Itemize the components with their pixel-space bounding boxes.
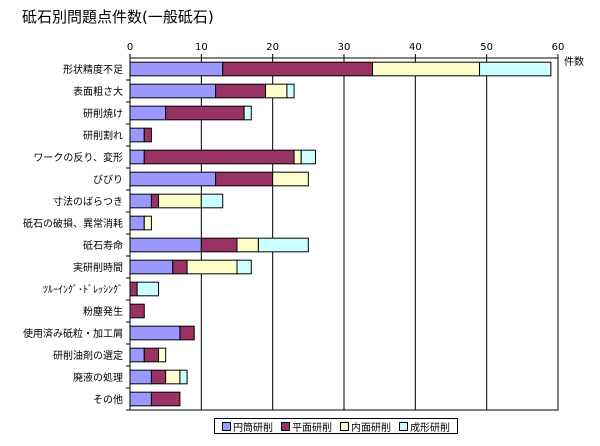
bar-segment bbox=[179, 369, 188, 385]
bar-segment bbox=[129, 61, 224, 77]
bar-segment bbox=[136, 281, 160, 297]
legend-item: 内面研削 bbox=[340, 419, 391, 434]
bar-segment bbox=[143, 149, 295, 165]
bar-segment bbox=[186, 259, 238, 275]
bar-segment bbox=[129, 127, 145, 143]
bar-segment bbox=[129, 215, 145, 231]
bar-segment bbox=[300, 149, 316, 165]
bar-segment bbox=[143, 127, 152, 143]
bar-segment bbox=[129, 325, 181, 341]
legend-item: 平面研削 bbox=[281, 419, 332, 434]
category-label: 研削焼け bbox=[83, 107, 123, 120]
category-label: 廃液の処理 bbox=[73, 371, 123, 384]
legend-item: 成形研削 bbox=[399, 419, 450, 434]
bar-segment bbox=[129, 347, 145, 363]
bar-segment bbox=[243, 105, 252, 121]
legend-swatch bbox=[281, 421, 290, 431]
category-label: 表面粗さ大 bbox=[73, 85, 123, 98]
bar-segment bbox=[165, 105, 245, 121]
x-tick-label: 0 bbox=[127, 42, 133, 53]
bar-segment bbox=[286, 83, 295, 99]
bar-segment bbox=[129, 105, 167, 121]
legend-swatch bbox=[222, 421, 231, 431]
bar-segment bbox=[129, 391, 152, 407]
bar-segment bbox=[372, 61, 481, 77]
unit-label: 件数 bbox=[564, 55, 584, 68]
bar-segment bbox=[179, 325, 195, 341]
x-tick-label: 40 bbox=[409, 42, 422, 53]
bar-segment bbox=[236, 259, 252, 275]
legend: 円筒研削 平面研削 内面研削 成形研削 bbox=[214, 418, 458, 434]
category-label: 研削油剤の選定 bbox=[53, 349, 123, 362]
chart-title: 砥石別問題点件数(一般砥石) bbox=[22, 8, 214, 26]
x-tick-label: 10 bbox=[195, 42, 208, 53]
category-label: 砥石寿命 bbox=[83, 239, 123, 252]
x-tick-label: 60 bbox=[552, 42, 565, 53]
legend-item: 円筒研削 bbox=[222, 419, 273, 434]
category-label: 砥石の破損、異常消耗 bbox=[23, 217, 123, 230]
bar-segment bbox=[129, 303, 145, 319]
labels: 0 10 20 30 40 50 60 件数形状精度不足表面粗さ大研削焼け研削割れワークの反り… bbox=[23, 42, 584, 406]
bar-segment bbox=[129, 259, 174, 275]
category-label: その他 bbox=[93, 393, 123, 406]
bar-segment bbox=[150, 391, 181, 407]
bar-segment bbox=[172, 259, 188, 275]
bar-segment bbox=[215, 83, 267, 99]
bar-segment bbox=[200, 237, 238, 253]
bar-segment bbox=[158, 193, 202, 209]
bar-segment bbox=[129, 369, 152, 385]
bar-segment bbox=[293, 149, 302, 165]
bar-segment bbox=[129, 171, 217, 187]
bar-segment bbox=[222, 61, 374, 77]
x-tick-label: 30 bbox=[338, 42, 351, 53]
legend-label: 成形研削 bbox=[410, 422, 450, 434]
bar-segment bbox=[215, 171, 274, 187]
legend-label: 内面研削 bbox=[351, 422, 391, 434]
category-label: ワークの反り、変形 bbox=[33, 151, 123, 164]
category-label: 使用済み砥粒・加工屑 bbox=[23, 327, 123, 340]
bar-segment bbox=[129, 83, 217, 99]
category-label: 粉塵発生 bbox=[83, 305, 123, 318]
x-tick-label: 50 bbox=[480, 42, 493, 53]
category-label: びびり bbox=[93, 174, 123, 186]
bar-segment bbox=[129, 281, 138, 297]
category-label: 研削割れ bbox=[83, 129, 123, 142]
bar-segment bbox=[150, 193, 160, 209]
bar-segment bbox=[150, 369, 167, 385]
x-tick-label: 20 bbox=[266, 42, 279, 53]
bar-segment bbox=[129, 193, 152, 209]
bar-segment bbox=[143, 215, 152, 231]
legend-swatch bbox=[340, 421, 349, 431]
category-label: 寸法のばらつき bbox=[53, 195, 123, 208]
bar-segment bbox=[143, 347, 160, 363]
legend-swatch bbox=[399, 421, 408, 431]
category-label: 実研削時間 bbox=[73, 261, 123, 274]
bar-segment bbox=[257, 237, 309, 253]
bar-segment bbox=[165, 369, 181, 385]
bar-segment bbox=[158, 347, 167, 363]
bar-segment bbox=[272, 171, 309, 187]
category-label: ﾂﾙｰｲﾝｸﾞ･ﾄﾞﾚｯｼﾝｸﾞ bbox=[43, 284, 123, 296]
bar-segment bbox=[236, 237, 259, 253]
bar-segment bbox=[129, 149, 145, 165]
bar-segment bbox=[479, 61, 552, 77]
axes bbox=[126, 54, 559, 411]
bar-segment bbox=[265, 83, 288, 99]
bar-segment bbox=[200, 193, 224, 209]
bar-segment bbox=[129, 237, 202, 253]
legend-label: 円筒研削 bbox=[233, 422, 273, 434]
category-label: 形状精度不足 bbox=[63, 63, 123, 76]
bars bbox=[129, 61, 552, 407]
legend-label: 平面研削 bbox=[292, 422, 332, 434]
